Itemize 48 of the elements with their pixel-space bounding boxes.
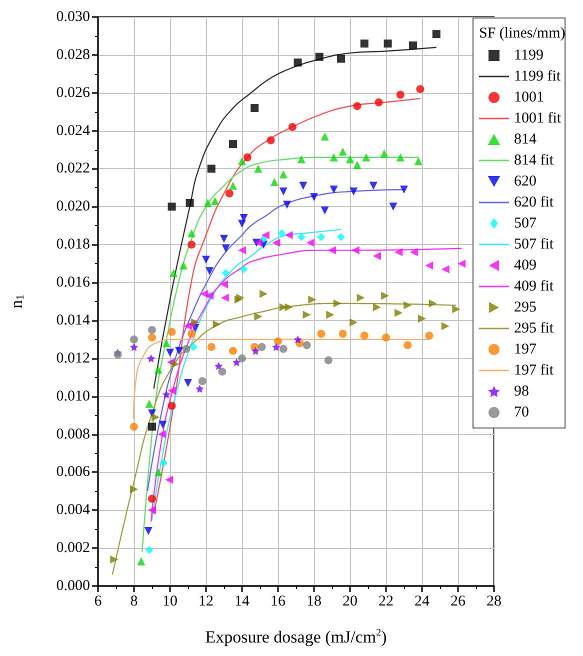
x-tick-label: 26 (450, 594, 466, 610)
legend-label: 98 (514, 384, 529, 400)
legend-label: 507 fit (514, 236, 554, 252)
legend-label: 409 (514, 258, 536, 274)
x-tick-label: 8 (130, 594, 138, 610)
y-tick-label: 0.002 (56, 540, 90, 556)
y-tick-label: 0.010 (56, 388, 90, 404)
x-tick-label: 24 (414, 594, 430, 610)
y-tick-label: 0.018 (56, 236, 90, 253)
legend-label: 197 (514, 342, 537, 358)
legend-label: 197 fit (514, 362, 554, 378)
legend-label: 295 fit (514, 320, 554, 336)
y-tick-label: 0.016 (56, 274, 90, 291)
legend-title: SF (lines/mm) (479, 26, 566, 42)
legend-label: 295 (514, 300, 536, 316)
legend-label: 1001 (514, 90, 544, 106)
y-tick-label: 0.008 (56, 426, 90, 442)
x-tick-label: 22 (378, 594, 394, 610)
y-tick-label: 0.020 (56, 198, 90, 215)
legend-label: 507 (514, 216, 537, 232)
y-tick-label: 0.012 (56, 350, 90, 366)
y-tick-label: 0.006 (56, 464, 90, 480)
y-tick-label: 0.028 (56, 46, 90, 63)
x-tick-label: 14 (234, 594, 250, 610)
y-tick-label: 0.014 (56, 312, 90, 328)
y-tick-label: 0.022 (56, 160, 90, 177)
x-tick-label: 28 (486, 594, 502, 610)
legend-label: 1199 (514, 48, 544, 64)
legend-label: 620 (514, 174, 536, 190)
y-tick-label: 0.026 (56, 84, 90, 101)
legend-label: 1001 fit (514, 110, 562, 126)
x-tick-label: 16 (270, 594, 286, 610)
x-tick-label: 10 (162, 594, 178, 610)
y-axis-title: n1 (7, 294, 26, 308)
x-tick-label: 18 (306, 594, 322, 610)
x-tick-label: 6 (94, 594, 102, 610)
y-tick-label: 0.000 (56, 578, 90, 594)
legend-label: 814 (514, 132, 537, 148)
legend-label: 409 fit (514, 278, 554, 294)
legend-label: 814 fit (514, 152, 554, 168)
y-tick-label: 0.024 (56, 122, 90, 139)
y-tick-label: 0.030 (56, 9, 90, 25)
legend-label: 70 (514, 404, 529, 420)
legend-label: 1199 fit (514, 68, 562, 84)
x-tick-label: 20 (342, 594, 358, 610)
legend-label: 620 fit (514, 194, 554, 210)
x-tick-label: 12 (198, 594, 214, 610)
y-tick-label: 0.004 (56, 502, 90, 518)
